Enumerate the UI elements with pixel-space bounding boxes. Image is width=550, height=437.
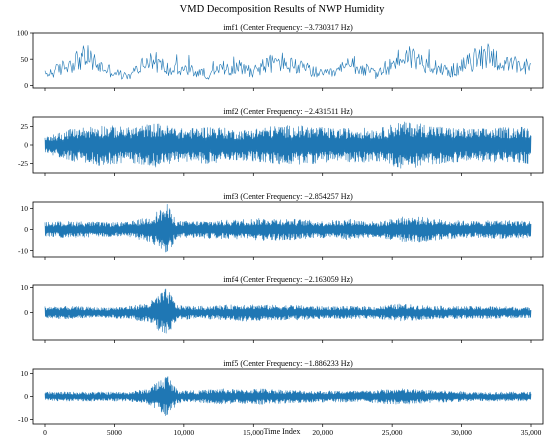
subplot-title: imf4 (Center Frequency: −2.163059 Hz) bbox=[223, 275, 353, 284]
subplot-imf2: imf2 (Center Frequency: −2.431511 Hz) -25… bbox=[18, 107, 544, 176]
subplot-title: imf5 (Center Frequency: −1.886233 Hz) bbox=[223, 359, 353, 368]
y-tick-label: -10 bbox=[18, 246, 28, 255]
subplot-imf5: imf5 (Center Frequency: −1.886233 Hz) -10… bbox=[18, 359, 544, 437]
y-tick-label: 10 bbox=[21, 283, 29, 292]
x-tick-label: 30,000 bbox=[451, 428, 472, 437]
x-tick-label: 20,000 bbox=[312, 428, 333, 437]
y-tick-label: -10 bbox=[18, 415, 28, 424]
y-tick-label: 100 bbox=[17, 29, 29, 38]
y-tick-label: 10 bbox=[21, 369, 29, 378]
x-tick-label: 10,000 bbox=[174, 428, 195, 437]
y-tick-label: -25 bbox=[18, 159, 28, 168]
y-tick-label: 0 bbox=[24, 392, 28, 401]
subplot-title: imf2 (Center Frequency: −2.431511 Hz) bbox=[223, 107, 353, 116]
y-tick-label: 0 bbox=[24, 141, 28, 150]
subplot-imf1: imf1 (Center Frequency: −3.730317 Hz) 0 50… bbox=[17, 23, 544, 91]
x-tick-label: 15,000 bbox=[243, 428, 264, 437]
x-tick-label: 35,000 bbox=[521, 428, 542, 437]
figure-title: VMD Decomposition Results of NWP Humidit… bbox=[180, 4, 385, 15]
imf4-series-line bbox=[44, 288, 532, 334]
imf1-series-line bbox=[44, 43, 532, 80]
y-tick-label: 25 bbox=[21, 122, 29, 131]
y-tick-label: 0 bbox=[24, 225, 28, 234]
x-tick-label: 0 bbox=[43, 428, 47, 437]
subplot-stack: imf1 (Center Frequency: −3.730317 Hz) 0 50… bbox=[17, 23, 544, 437]
axes-frame bbox=[32, 32, 544, 89]
imf3-series-line bbox=[44, 203, 532, 253]
imf2-series-line bbox=[44, 121, 532, 169]
imf5-series-line bbox=[44, 376, 532, 416]
subplot-imf4: imf4 (Center Frequency: −2.163059 Hz) 0 10 bbox=[21, 275, 544, 343]
y-tick-label: 0 bbox=[24, 81, 28, 90]
x-tick-label: 25,000 bbox=[382, 428, 403, 437]
y-tick-label: 10 bbox=[21, 204, 29, 213]
subplot-title: imf3 (Center Frequency: −2.854257 Hz) bbox=[223, 192, 353, 201]
y-tick-label: 50 bbox=[21, 55, 29, 64]
x-tick-label: 5000 bbox=[107, 428, 122, 437]
x-axis-label: Time Index bbox=[264, 427, 301, 436]
y-tick-label: 0 bbox=[24, 308, 28, 317]
subplot-title: imf1 (Center Frequency: −3.730317 Hz) bbox=[223, 23, 353, 32]
subplot-imf3: imf3 (Center Frequency: −2.854257 Hz) -10… bbox=[18, 192, 544, 260]
